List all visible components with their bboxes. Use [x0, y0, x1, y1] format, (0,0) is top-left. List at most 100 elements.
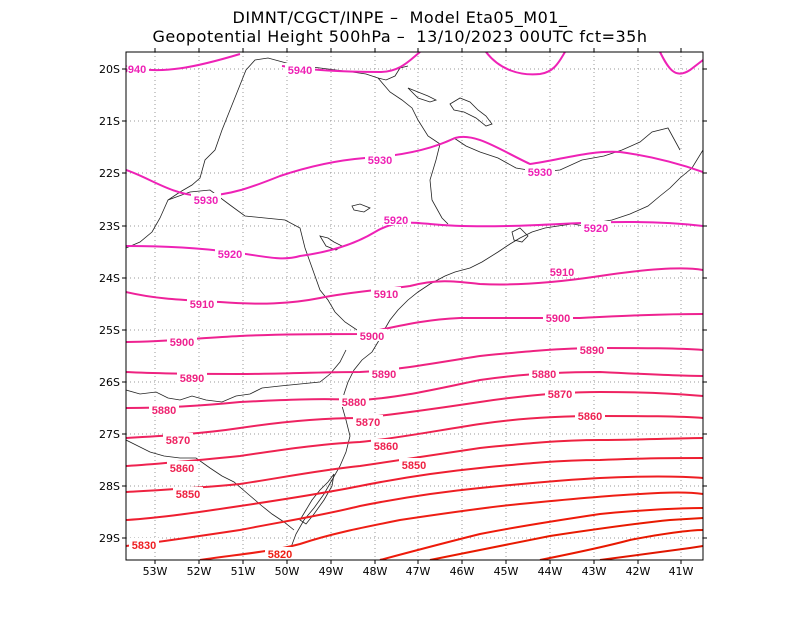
chart-title-line1: DIMNT/CGCT/INPE – Model Eta05_M01_ — [232, 8, 568, 27]
contour-label-5900: 5900 — [546, 313, 570, 325]
contour-label-5940: 5940 — [122, 64, 146, 76]
contour-label-5860: 5860 — [170, 463, 194, 475]
lon-tick-label: 42W — [626, 565, 651, 578]
contour-label-5870: 5870 — [356, 417, 380, 429]
contour-label-5910: 5910 — [550, 267, 574, 279]
lake-reservoir-2 — [351, 203, 371, 213]
contour-label-5930: 5930 — [194, 195, 218, 207]
contour-label-bg — [163, 433, 193, 445]
contour-label-bg — [339, 395, 369, 407]
contour-line-5830 — [126, 475, 703, 547]
contour-label-bg — [575, 409, 605, 421]
contour-label-bg — [581, 221, 611, 233]
contour-label-bg — [126, 62, 149, 74]
contour-labels: 5940 5940 5930 5930 5930 5920 5920 5920 5910 5910… — [122, 62, 611, 561]
contour-line-5870 — [126, 390, 703, 439]
contour-label-bg — [399, 458, 429, 470]
contour-line-5930 — [126, 135, 703, 198]
lat-tick-label: 28S — [99, 480, 120, 493]
contour-label-5920: 5920 — [384, 215, 408, 227]
contour-label-5930: 5930 — [368, 155, 392, 167]
contour-label-bg — [215, 247, 245, 259]
contour-line-5860 — [126, 414, 703, 467]
contour-label-5820: 5820 — [268, 549, 292, 561]
lat-tick-label: 29S — [99, 532, 120, 545]
contour-label-5920: 5920 — [218, 249, 242, 261]
contour-line-5840 — [126, 457, 703, 521]
contour-label-5860: 5860 — [578, 411, 602, 423]
lon-tick-label: 53W — [143, 565, 168, 578]
contour-label-bg — [529, 367, 559, 379]
contour-label-bg — [545, 387, 575, 399]
lat-tick-label: 26S — [99, 376, 120, 389]
contour-label-bg — [525, 165, 555, 177]
contour-line-5820 — [199, 491, 703, 560]
contour-label-5880: 5880 — [342, 397, 366, 409]
lon-tick-label: 51W — [231, 565, 256, 578]
contour-label-5830: 5830 — [132, 540, 156, 552]
coastline-se — [289, 149, 703, 551]
lon-tick-label: 43W — [582, 565, 607, 578]
contour-label-bg — [173, 487, 203, 499]
contour-line-5890 — [126, 346, 703, 376]
contour-lines — [126, 52, 703, 560]
contour-label-bg — [371, 287, 401, 299]
contour-label-5890: 5890 — [580, 345, 604, 357]
contour-line-5800 — [429, 517, 703, 560]
contour-label-5870: 5870 — [548, 389, 572, 401]
contour-line-5940 — [126, 52, 703, 76]
lon-tick-label: 46W — [450, 565, 475, 578]
contour-label-bg — [577, 343, 607, 355]
contour-line-5900 — [126, 313, 703, 343]
contour-label-bg — [191, 193, 221, 205]
lagoon-patos — [299, 473, 335, 525]
contour-label-5850: 5850 — [402, 460, 426, 472]
contour-label-5900: 5900 — [170, 337, 194, 349]
contour-label-5870: 5870 — [166, 435, 190, 447]
contour-label-5880: 5880 — [532, 369, 556, 381]
contour-label-bg — [547, 265, 577, 277]
lon-tick-label: 47W — [406, 565, 431, 578]
contour-label-5920: 5920 — [584, 223, 608, 235]
contour-label-bg — [167, 335, 197, 347]
contour-line-5850 — [126, 437, 703, 493]
contour-line-5810 — [379, 507, 703, 560]
contour-label-5910: 5910 — [190, 299, 214, 311]
lon-tick-label: 44W — [538, 565, 563, 578]
lon-tick-label: 49W — [319, 565, 344, 578]
chart-title-line2: Geopotential Height 500hPa – 13/10/2023 … — [152, 27, 648, 46]
contour-label-5890: 5890 — [180, 373, 204, 385]
contour-label-bg — [149, 403, 179, 415]
lat-tick-label: 22S — [99, 167, 120, 180]
contour-line-5780 — [599, 545, 703, 560]
contour-label-bg — [369, 367, 399, 379]
plot-frame — [125, 51, 704, 561]
lon-tick-label: 48W — [363, 565, 388, 578]
contour-label-5890: 5890 — [372, 369, 396, 381]
axis-ticks — [122, 48, 707, 564]
contour-label-bg — [187, 297, 217, 309]
contour-label-bg — [167, 461, 197, 473]
contour-line-5920 — [126, 221, 703, 260]
contour-label-5930: 5930 — [528, 167, 552, 179]
lat-tick-label: 25S — [99, 324, 120, 337]
lon-tick-label: 45W — [494, 565, 519, 578]
axis-tick-labels: 20S 21S 22S 23S 24S 25S 26S 27S 28S 29S 53W 52W 51W 5… — [99, 63, 694, 578]
lat-tick-label: 24S — [99, 272, 120, 285]
lon-tick-label: 50W — [275, 565, 300, 578]
contour-label-bg — [371, 439, 401, 451]
contour-label-bg — [353, 415, 383, 427]
contour-line-5910 — [126, 267, 703, 305]
state-border-central — [167, 189, 379, 337]
state-border-sp-mg — [377, 77, 681, 173]
contour-line-5880 — [126, 370, 703, 409]
lat-tick-label: 21S — [99, 115, 120, 128]
contour-label-5900: 5900 — [360, 331, 384, 343]
contour-label-5850: 5850 — [176, 489, 200, 501]
contour-label-bg — [357, 329, 387, 341]
lake-reservoir-3 — [449, 97, 493, 127]
lat-tick-label: 23S — [99, 220, 120, 233]
contour-label-bg — [543, 311, 573, 323]
contour-label-5880: 5880 — [152, 405, 176, 417]
